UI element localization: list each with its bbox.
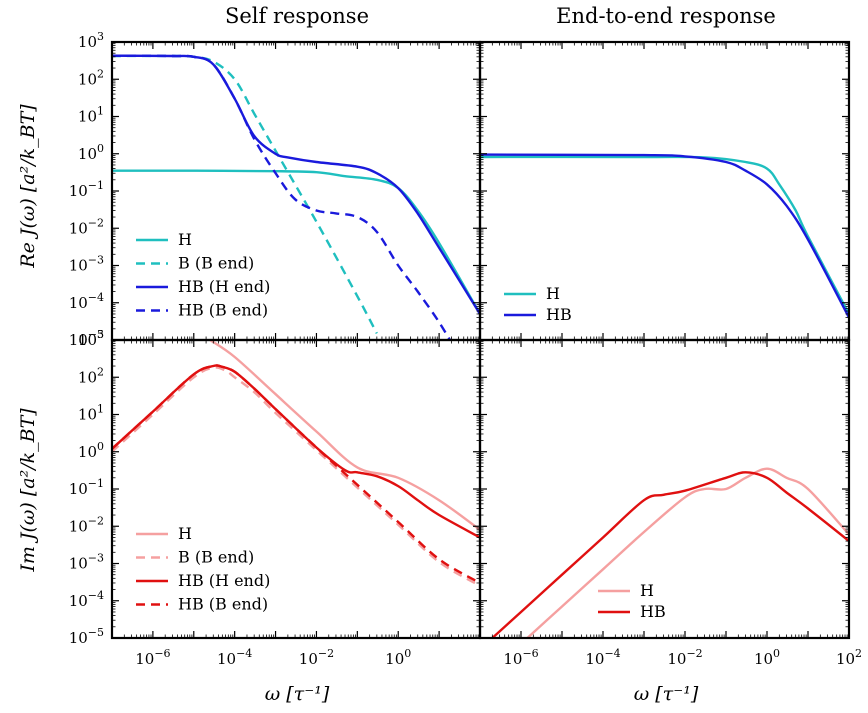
panel-bottom-left: 10−5 10−4 10−3 10−2 10−1 100 101 102 103 10−6 10−4… xyxy=(69,328,482,668)
ylabel-bottom: Im J(ω) [a²/k_BT] xyxy=(17,408,39,573)
series-line-hb-h-end- xyxy=(112,54,480,315)
y-tick-label: 102 xyxy=(78,67,104,88)
panel-bottom-right: 10−6 10−4 10−2 100 102 H HB xyxy=(478,338,862,668)
legend-label: HB xyxy=(640,602,666,621)
legend-label: HB (B end) xyxy=(178,301,268,320)
legend-label: B (B end) xyxy=(178,548,254,567)
ylabel-im: Im J(ω) [a²/k_BT] xyxy=(17,408,39,573)
legend: H HB xyxy=(598,581,666,621)
series-group xyxy=(112,340,480,587)
legend-label: HB (H end) xyxy=(178,277,270,296)
legend-label: H xyxy=(178,230,192,249)
legend: HB (B end)HB (H end)HB (B end) xyxy=(136,230,270,320)
legend-label: B (B end) xyxy=(178,254,254,273)
x-tick-label: 102 xyxy=(836,647,862,668)
x-tick-label: 10−2 xyxy=(667,647,702,668)
y-tick-label: 10−4 xyxy=(69,291,104,312)
legend-label: HB (H end) xyxy=(178,571,270,590)
ylabel-re: Re J(ω) [a²/k_BT] xyxy=(17,104,39,269)
y-tick-label: 101 xyxy=(78,403,104,424)
panel-top-right: H HB xyxy=(478,40,851,342)
y-tick-label: 100 xyxy=(78,142,104,163)
y-tick-label: 101 xyxy=(78,105,104,126)
x-tick-label: 100 xyxy=(385,647,411,668)
plot-frame xyxy=(478,40,851,342)
series-line-hb-b-end- xyxy=(112,54,452,340)
legend-label: H xyxy=(178,524,192,543)
legend-label: HB (B end) xyxy=(178,595,268,614)
xlabel-left: ω [τ⁻¹] xyxy=(265,683,330,705)
y-tick-label: 10−3 xyxy=(69,254,104,275)
series-line-h xyxy=(112,169,480,315)
legend-label: H xyxy=(546,284,560,303)
xlabel-right: ω [τ⁻¹] xyxy=(634,683,699,705)
series-line-hb xyxy=(490,471,849,638)
series-line-h xyxy=(209,340,480,531)
plot-frame xyxy=(478,338,851,640)
plot-frame xyxy=(110,40,482,342)
x-tick-label: 10−6 xyxy=(135,647,170,668)
legend: H HB xyxy=(504,284,572,324)
y-tick-label: 10−1 xyxy=(69,179,104,200)
y-tick-label: 10−2 xyxy=(69,514,104,535)
col-title-self: Self response xyxy=(225,4,369,28)
x-tick-label: 10−6 xyxy=(503,647,538,668)
series-line-h xyxy=(525,467,849,638)
y-tick-label: 10−4 xyxy=(69,589,104,610)
x-tick-label: 10−2 xyxy=(299,647,334,668)
ylabel-top: Re J(ω) [a²/k_BT] xyxy=(17,104,39,269)
legend-label: HB xyxy=(546,305,572,324)
plot-frame xyxy=(110,338,482,640)
y-tick-label: 10−2 xyxy=(69,216,104,237)
x-tick-label: 10−4 xyxy=(585,647,620,668)
series-line-b-b-end- xyxy=(112,366,480,587)
y-tick-label: 10−3 xyxy=(69,552,104,573)
series-line-hb-h-end- xyxy=(112,364,480,539)
y-tick-label: 103 xyxy=(78,30,104,51)
legend-label: H xyxy=(640,581,654,600)
y-tick-label: 103 xyxy=(78,328,104,349)
series-line-h xyxy=(480,155,849,315)
series-group xyxy=(480,153,849,319)
legend: HB (B end)HB (H end)HB (B end) xyxy=(136,524,270,614)
series-line-hb xyxy=(480,153,849,319)
y-tick-label: 100 xyxy=(78,440,104,461)
series-line-hb-b-end- xyxy=(112,364,480,585)
y-tick-label: 102 xyxy=(78,365,104,386)
y-tick-label: 10−1 xyxy=(69,477,104,498)
x-tick-label: 100 xyxy=(754,647,780,668)
series-group xyxy=(490,467,849,638)
col-title-end-to-end: End-to-end response xyxy=(556,4,776,28)
x-tick-label: 10−4 xyxy=(217,647,252,668)
y-tick-label: 10−5 xyxy=(69,626,104,647)
series-group xyxy=(112,54,480,340)
